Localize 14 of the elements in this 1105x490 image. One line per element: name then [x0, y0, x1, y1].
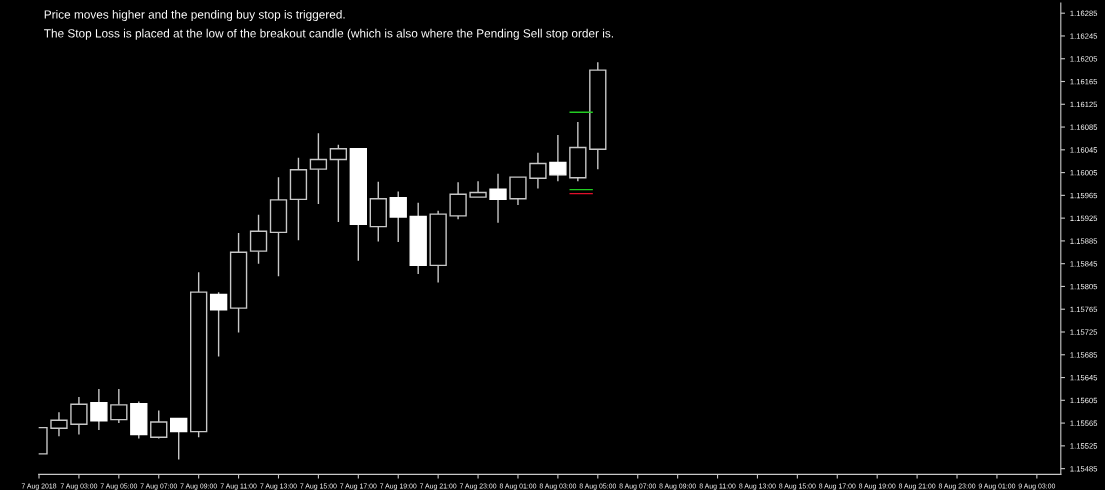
candlestick [409, 202, 427, 275]
text: The Stop Loss is placed at the low of the breakout candle (which is also where the Pending Sell stop order is. [44, 28, 613, 40]
candlestick [70, 396, 88, 436]
candlestick [229, 232, 248, 334]
candlestick [309, 132, 328, 205]
candlestick [529, 151, 547, 190]
candlestick [569, 121, 587, 182]
candlestick [90, 388, 108, 431]
candlestick [50, 411, 68, 437]
candlestick [110, 388, 128, 424]
candlestick [549, 134, 567, 182]
text: Price moves higher and the pending buy stop is triggered. [44, 10, 345, 22]
candlestick [489, 173, 507, 224]
candlestick [269, 176, 288, 277]
